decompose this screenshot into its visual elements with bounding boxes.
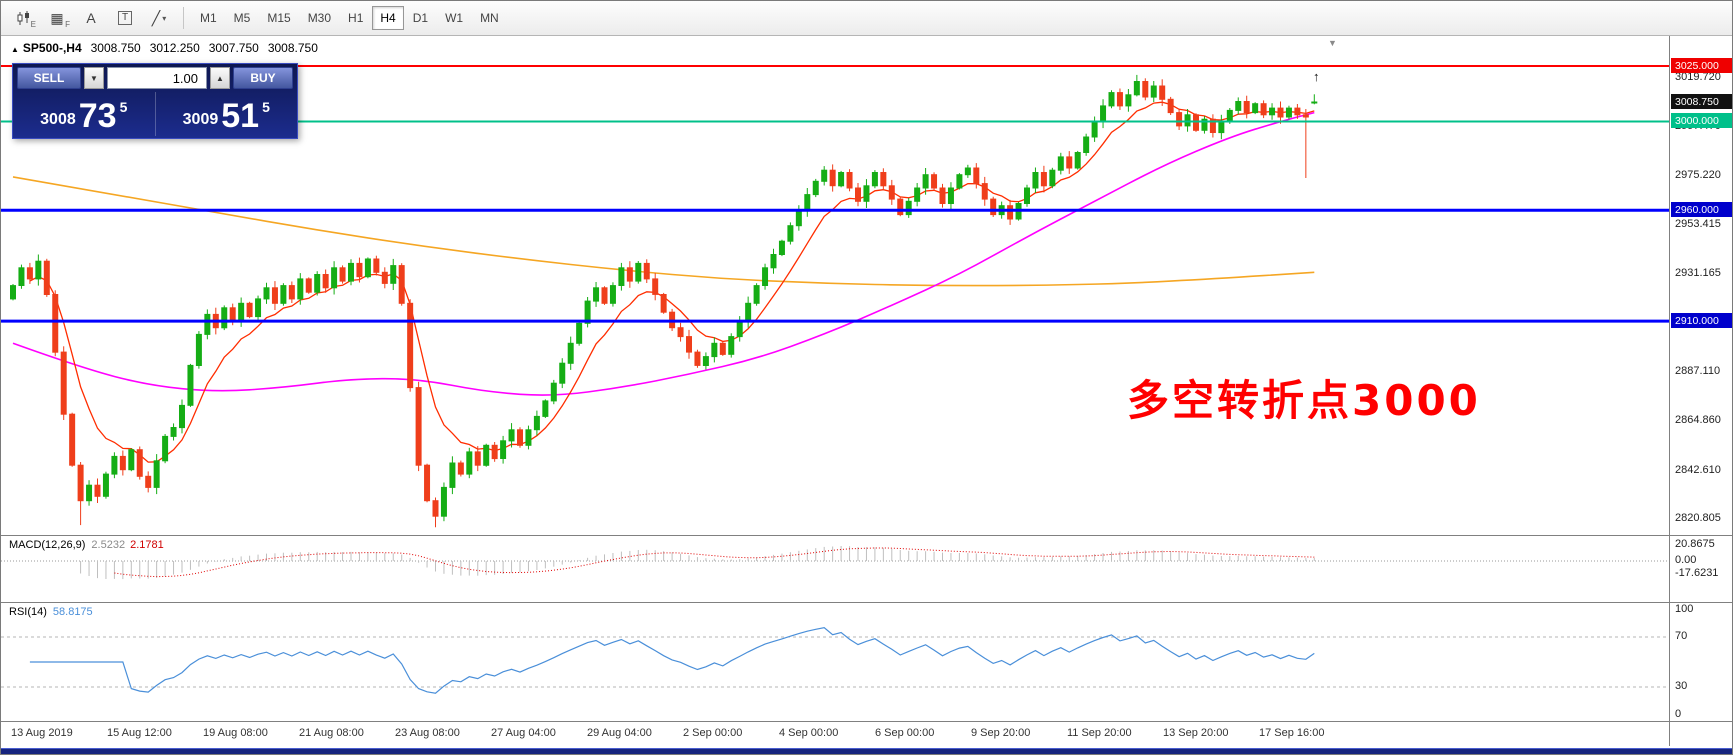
timeframe-M30[interactable]: M30	[300, 6, 339, 30]
price-axis-label: 3019.720	[1675, 70, 1721, 83]
panel-separator[interactable]	[1, 602, 1732, 603]
sell-price-display[interactable]: 3008 73 5	[13, 92, 156, 136]
bid-sup-digit: 5	[119, 99, 128, 115]
timeframe-buttons: M1 M5 M15 M30 H1 H4 D1 W1 MN	[192, 6, 507, 30]
price-axis-badge: 3000.000	[1671, 113, 1732, 129]
chart-shift-marker-icon: ▼	[1328, 38, 1337, 48]
sell-button[interactable]: SELL	[17, 67, 81, 89]
window-bottom-strip	[1, 748, 1732, 754]
volume-decrease-button[interactable]: ▼	[84, 67, 104, 89]
macd-axis-label: 20.8675	[1675, 538, 1715, 550]
time-axis-label: 4 Sep 00:00	[779, 727, 839, 739]
toolbar: E ▦ F A T ╱ ▾ M1 M5 M15 M30 H1 H4 D1 W1 MN	[1, 1, 1732, 36]
chart-ohlc-header: ▲ SP500-,H4 3008.750 3012.250 3007.750 3008.7…	[11, 41, 327, 55]
open-value: 3008.750	[90, 41, 141, 55]
symbol-label: SP500-,H4	[22, 41, 82, 55]
time-axis-label: 19 Aug 08:00	[203, 727, 268, 739]
time-axis-label: 17 Sep 16:00	[1259, 727, 1325, 739]
price-axis-badge: 3008.750	[1671, 94, 1732, 110]
time-axis-label: 13 Sep 20:00	[1163, 727, 1229, 739]
rsi-axis-label: 100	[1675, 603, 1694, 615]
text-label-icon[interactable]: A	[75, 5, 107, 31]
time-axis-label: 21 Aug 08:00	[299, 727, 364, 739]
time-axis-label: 13 Aug 2019	[11, 727, 73, 739]
price-axis-label: 2842.610	[1675, 463, 1721, 476]
time-axis[interactable]: 13 Aug 2019 15 Aug 12:00 19 Aug 08:00 21 Au…	[1, 722, 1669, 748]
price-axis-label: 2975.220	[1675, 169, 1721, 182]
price-axis-label: 2887.110	[1675, 364, 1721, 377]
ask-main-digits: 3009	[182, 111, 219, 128]
rsi-indicator-label: RSI(14) 58.8175	[9, 606, 93, 618]
one-click-trade-panel: SELL ▼ ▲ BUY 3008 73 5 3009 51 5	[12, 63, 298, 139]
icon-sub-letter: E	[30, 20, 36, 29]
macd-axis-label: 0.00	[1675, 554, 1697, 566]
timeframe-M15[interactable]: M15	[259, 6, 298, 30]
ask-big-digits: 51	[221, 97, 260, 136]
price-axis-label: 2931.165	[1675, 267, 1721, 280]
macd-signal-value: 2.1781	[130, 539, 164, 551]
buy-button[interactable]: BUY	[233, 67, 293, 89]
time-axis-label: 23 Aug 08:00	[395, 727, 460, 739]
ask-sup-digit: 5	[262, 99, 270, 115]
timeframe-H1[interactable]: H1	[340, 6, 371, 30]
timeframe-MN[interactable]: MN	[472, 6, 507, 30]
timeframe-M1[interactable]: M1	[192, 6, 225, 30]
close-value: 3008.750	[267, 41, 318, 55]
volume-increase-button[interactable]: ▲	[210, 67, 230, 89]
panel-separator[interactable]	[1, 535, 1732, 536]
main-chart-canvas[interactable]	[1, 36, 1669, 535]
timeframe-H4[interactable]: H4	[372, 6, 404, 30]
price-axis-badge: 2910.000	[1671, 313, 1732, 329]
rsi-axis-label: 0	[1675, 708, 1682, 720]
cursor-arrow-icon: ↑	[1313, 69, 1320, 84]
price-axis-label: 2953.415	[1675, 217, 1721, 230]
timeframe-W1[interactable]: W1	[437, 6, 471, 30]
time-axis-label: 27 Aug 04:00	[491, 727, 556, 739]
panel-toggle-icon[interactable]: ▲	[11, 45, 19, 54]
price-axis-badge: 2960.000	[1671, 202, 1732, 218]
grid-icon[interactable]: ▦ F	[41, 5, 73, 31]
candlestick-chart-icon[interactable]: E	[7, 5, 39, 31]
volume-input[interactable]	[107, 67, 207, 89]
macd-indicator-label: MACD(12,26,9) 2.5232 2.1781	[9, 539, 164, 551]
rsi-axis-label: 30	[1675, 680, 1688, 692]
buy-price-display[interactable]: 3009 51 5	[156, 92, 298, 136]
low-value: 3007.750	[208, 41, 259, 55]
time-axis-label: 2 Sep 00:00	[683, 727, 743, 739]
time-axis-label: 15 Aug 12:00	[107, 727, 172, 739]
candlestick-glyph	[17, 10, 29, 25]
price-axis-label: 2864.860	[1675, 414, 1721, 427]
rsi-value: 58.8175	[52, 606, 93, 618]
high-value: 3012.250	[149, 41, 200, 55]
icon-sub-letter: F	[65, 20, 70, 29]
timeframe-D1[interactable]: D1	[405, 6, 436, 30]
macd-main-value: 2.5232	[91, 539, 126, 551]
rsi-title-text: RSI(14)	[9, 606, 47, 618]
bid-big-digits: 73	[78, 97, 117, 136]
chevron-down-icon: ▾	[162, 13, 167, 23]
time-axis-label: 29 Aug 04:00	[587, 727, 652, 739]
panel-separator	[1, 721, 1732, 722]
timeframe-M5[interactable]: M5	[226, 6, 259, 30]
price-axis-badge: 3025.000	[1671, 58, 1732, 73]
macd-title-text: MACD(12,26,9)	[9, 539, 86, 551]
time-axis-label: 11 Sep 20:00	[1067, 727, 1132, 739]
draw-tools-icon[interactable]: ╱ ▾	[143, 5, 175, 31]
macd-axis-label: -17.6231	[1675, 567, 1719, 579]
time-axis-label: 9 Sep 20:00	[971, 727, 1031, 739]
time-axis-label: 6 Sep 00:00	[875, 727, 935, 739]
price-axis-label: 2820.805	[1675, 511, 1721, 524]
rsi-panel-canvas[interactable]	[1, 603, 1669, 721]
price-axis[interactable]: 3019.7202997.4702975.2202953.4152931.165…	[1669, 36, 1732, 746]
bid-main-digits: 3008	[40, 111, 76, 128]
text-box-icon[interactable]: T	[109, 5, 141, 31]
chart-annotation-text[interactable]: 多空转折点3000	[1127, 376, 1481, 425]
rsi-axis-label: 70	[1675, 630, 1688, 642]
toolbar-separator	[183, 7, 184, 29]
macd-panel-canvas[interactable]	[1, 536, 1669, 601]
